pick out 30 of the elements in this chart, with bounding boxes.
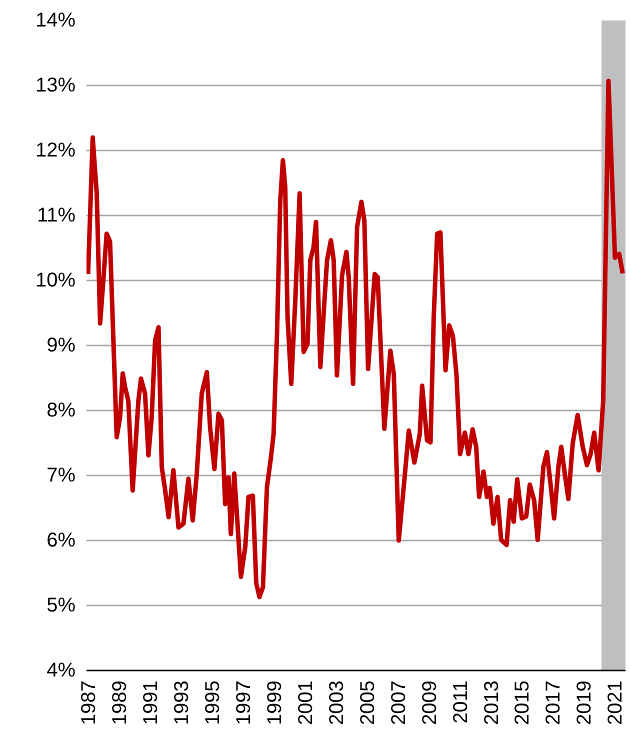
y-tick-label: 12%	[35, 140, 76, 162]
x-tick-label: 2009	[418, 680, 441, 725]
y-tick-label: 8%	[46, 400, 76, 422]
x-tick-label: 1993	[170, 680, 193, 725]
x-tick-label: 2013	[480, 680, 503, 725]
x-tick-label: 1995	[202, 680, 224, 725]
x-tick-label: 1987	[78, 680, 100, 725]
x-tick-label: 1991	[140, 680, 162, 725]
x-tick-label: 1999	[264, 680, 286, 725]
y-tick-label: 10%	[35, 270, 76, 292]
x-tick-label: 1997	[232, 680, 255, 725]
x-tick-label: 2011	[450, 680, 472, 724]
x-tick-label: 2017	[542, 680, 565, 725]
y-tick-label: 5%	[46, 594, 76, 616]
y-tick-label: 4%	[46, 660, 76, 682]
x-tick-label: 2019	[574, 680, 596, 725]
x-tick-label: 2001	[294, 680, 317, 725]
x-tick-label: 2015	[512, 680, 534, 725]
line-series	[86, 78, 625, 600]
x-tick-label: 2021	[604, 680, 627, 725]
x-tick-label: 2003	[326, 680, 348, 725]
x-tick-label: 1989	[109, 680, 132, 725]
y-tick-label: 11%	[36, 204, 76, 226]
x-tick-label: 2005	[356, 680, 379, 725]
y-tick-label: 6%	[46, 530, 76, 552]
y-tick-label: 9%	[46, 334, 76, 356]
y-tick-label: 14%	[35, 10, 76, 32]
x-tick-label: 2007	[388, 680, 410, 725]
y-tick-label: 7%	[46, 464, 76, 486]
y-tick-label: 13%	[35, 74, 76, 96]
